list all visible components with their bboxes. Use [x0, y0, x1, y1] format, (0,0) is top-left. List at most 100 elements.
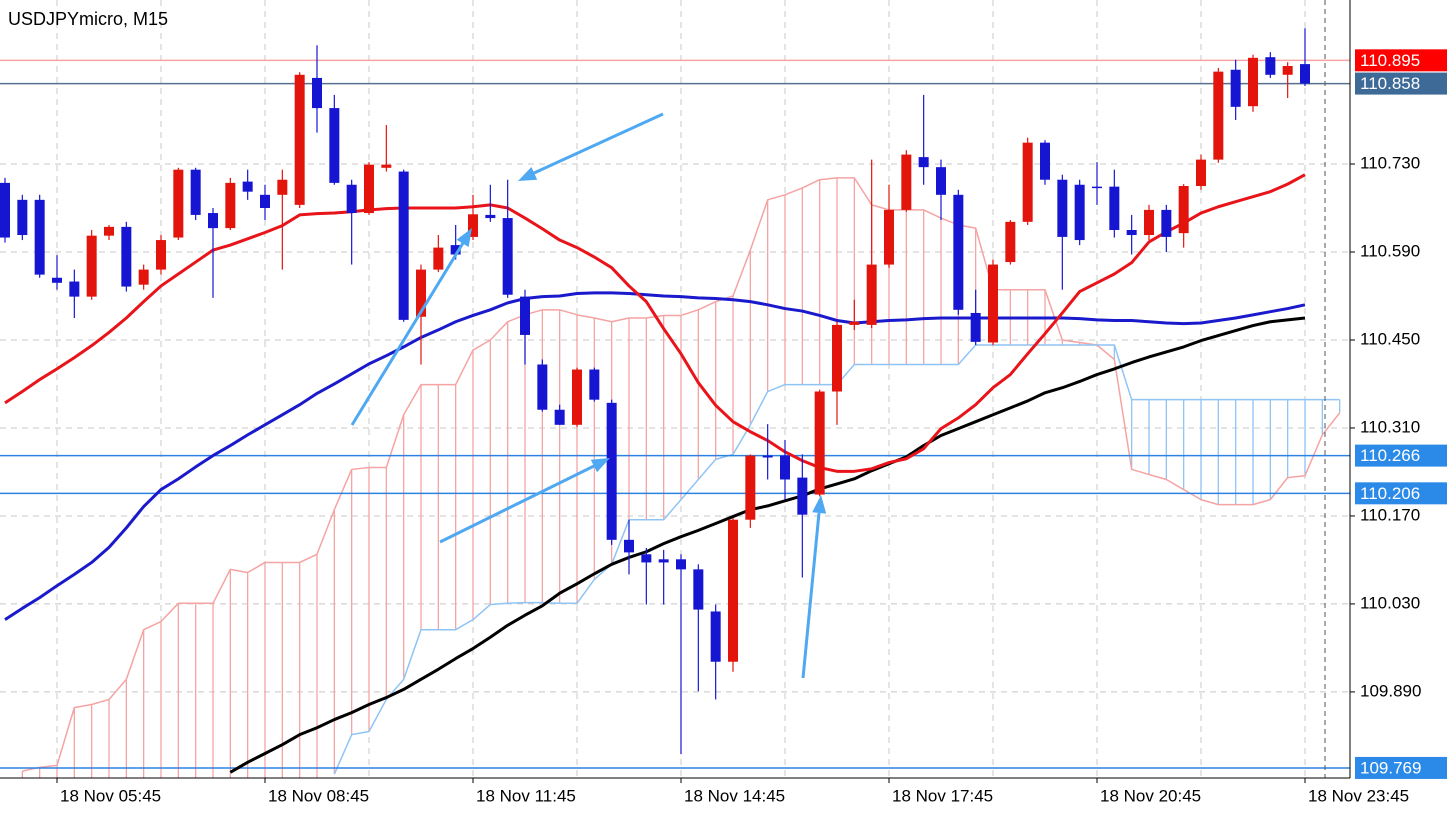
y-tick-label: 110.730 — [1360, 154, 1420, 173]
candle-body — [502, 218, 513, 295]
moving-average — [4, 173, 1306, 473]
candle-body — [312, 77, 322, 109]
candle-body — [294, 74, 305, 205]
y-tick-label: 110.450 — [1360, 329, 1420, 348]
candle-body — [398, 171, 409, 320]
candle-body — [658, 559, 669, 563]
arrow-head — [812, 495, 827, 514]
candle-body — [641, 554, 652, 563]
chart-title: USDJPYmicro, M15 — [8, 9, 168, 29]
arrow-head — [518, 167, 538, 181]
price-label: 109.769 — [1360, 758, 1421, 777]
price-label-box — [1355, 49, 1447, 72]
candle-body — [606, 402, 617, 540]
x-tick-label: 18 Nov 23:45 — [1308, 786, 1409, 805]
candle-body — [1178, 186, 1189, 234]
candle-body — [728, 519, 738, 662]
plot-area — [0, 28, 1350, 778]
candle-body — [745, 455, 756, 520]
candle-body — [1040, 142, 1050, 180]
candle-body — [866, 264, 877, 325]
candle-body — [1126, 230, 1137, 236]
candle-body — [1074, 184, 1085, 241]
candle-body — [69, 281, 80, 297]
candle-body — [572, 369, 582, 425]
moving-average — [229, 316, 1306, 774]
candle-body — [537, 364, 548, 410]
candle-body — [1300, 64, 1310, 84]
candle-body — [121, 226, 132, 287]
candle-body — [901, 154, 912, 210]
candle-body — [1248, 57, 1258, 107]
candle-body — [1005, 221, 1016, 263]
price-label: 110.895 — [1360, 51, 1420, 70]
candle-body — [797, 477, 808, 515]
candle-body — [1092, 186, 1102, 189]
x-tick-label: 18 Nov 14:45 — [684, 786, 785, 805]
candle-body — [988, 264, 998, 343]
candle-body — [1022, 142, 1033, 222]
candle-body — [450, 245, 461, 255]
arrow-head — [590, 458, 610, 473]
candle-body — [1144, 209, 1154, 236]
candle-body — [433, 247, 444, 270]
y-tick-label: 110.310 — [1360, 417, 1420, 436]
axes: 109.890 110.030 110.170 110.310 110.450 110.5… — [56, 49, 1447, 805]
price-label-box — [1355, 756, 1447, 779]
candle-body — [260, 194, 270, 209]
candle-body — [1230, 69, 1241, 107]
price-label: 110.266 — [1360, 446, 1420, 465]
candle-body — [104, 226, 114, 236]
arrow — [801, 512, 821, 679]
price-label-box — [1355, 482, 1447, 505]
y-tick-label: 110.030 — [1360, 593, 1420, 612]
candle-body — [884, 209, 894, 265]
candle-body — [416, 269, 426, 317]
candle-body — [762, 455, 773, 458]
candle-body — [225, 182, 236, 229]
arrow — [439, 464, 595, 544]
candle-body — [710, 611, 721, 662]
price-label: 110.858 — [1360, 74, 1420, 93]
y-tick-label: 109.890 — [1360, 681, 1421, 700]
candle-body — [485, 214, 496, 219]
candle-body — [468, 214, 478, 237]
candle-body — [1213, 71, 1224, 160]
candle-body — [676, 559, 686, 570]
candle-body — [953, 194, 964, 310]
candle-body — [277, 179, 288, 195]
candle-body — [242, 181, 253, 192]
candle-body — [1109, 186, 1120, 231]
arrow-head — [456, 228, 472, 247]
candle-body — [34, 199, 45, 275]
candle-body — [17, 199, 28, 236]
candle-body — [1265, 57, 1276, 75]
candle-body — [138, 269, 149, 285]
candle-body — [364, 164, 374, 214]
candle-body — [190, 169, 201, 215]
x-tick-label: 18 Nov 11:45 — [476, 786, 576, 805]
x-tick-label: 18 Nov 08:45 — [268, 786, 369, 805]
candle-body — [832, 324, 842, 392]
price-label: 110.206 — [1360, 484, 1420, 503]
candle-body — [970, 312, 981, 342]
candle-body — [936, 167, 946, 195]
candle-body — [329, 108, 340, 183]
candle-body — [1057, 179, 1068, 237]
candle-body — [0, 182, 10, 238]
candle-body — [381, 164, 392, 168]
candle-body — [693, 569, 704, 610]
candle-body — [780, 455, 790, 480]
candle-body — [1196, 159, 1206, 187]
arrow — [533, 112, 664, 175]
candle-body — [624, 539, 634, 553]
x-tick-label: 18 Nov 20:45 — [1100, 786, 1201, 805]
candle-body — [208, 213, 218, 229]
candle-body — [814, 391, 825, 495]
candle-body — [589, 369, 600, 400]
cloud-span — [22, 177, 1341, 772]
arrow — [350, 242, 465, 426]
